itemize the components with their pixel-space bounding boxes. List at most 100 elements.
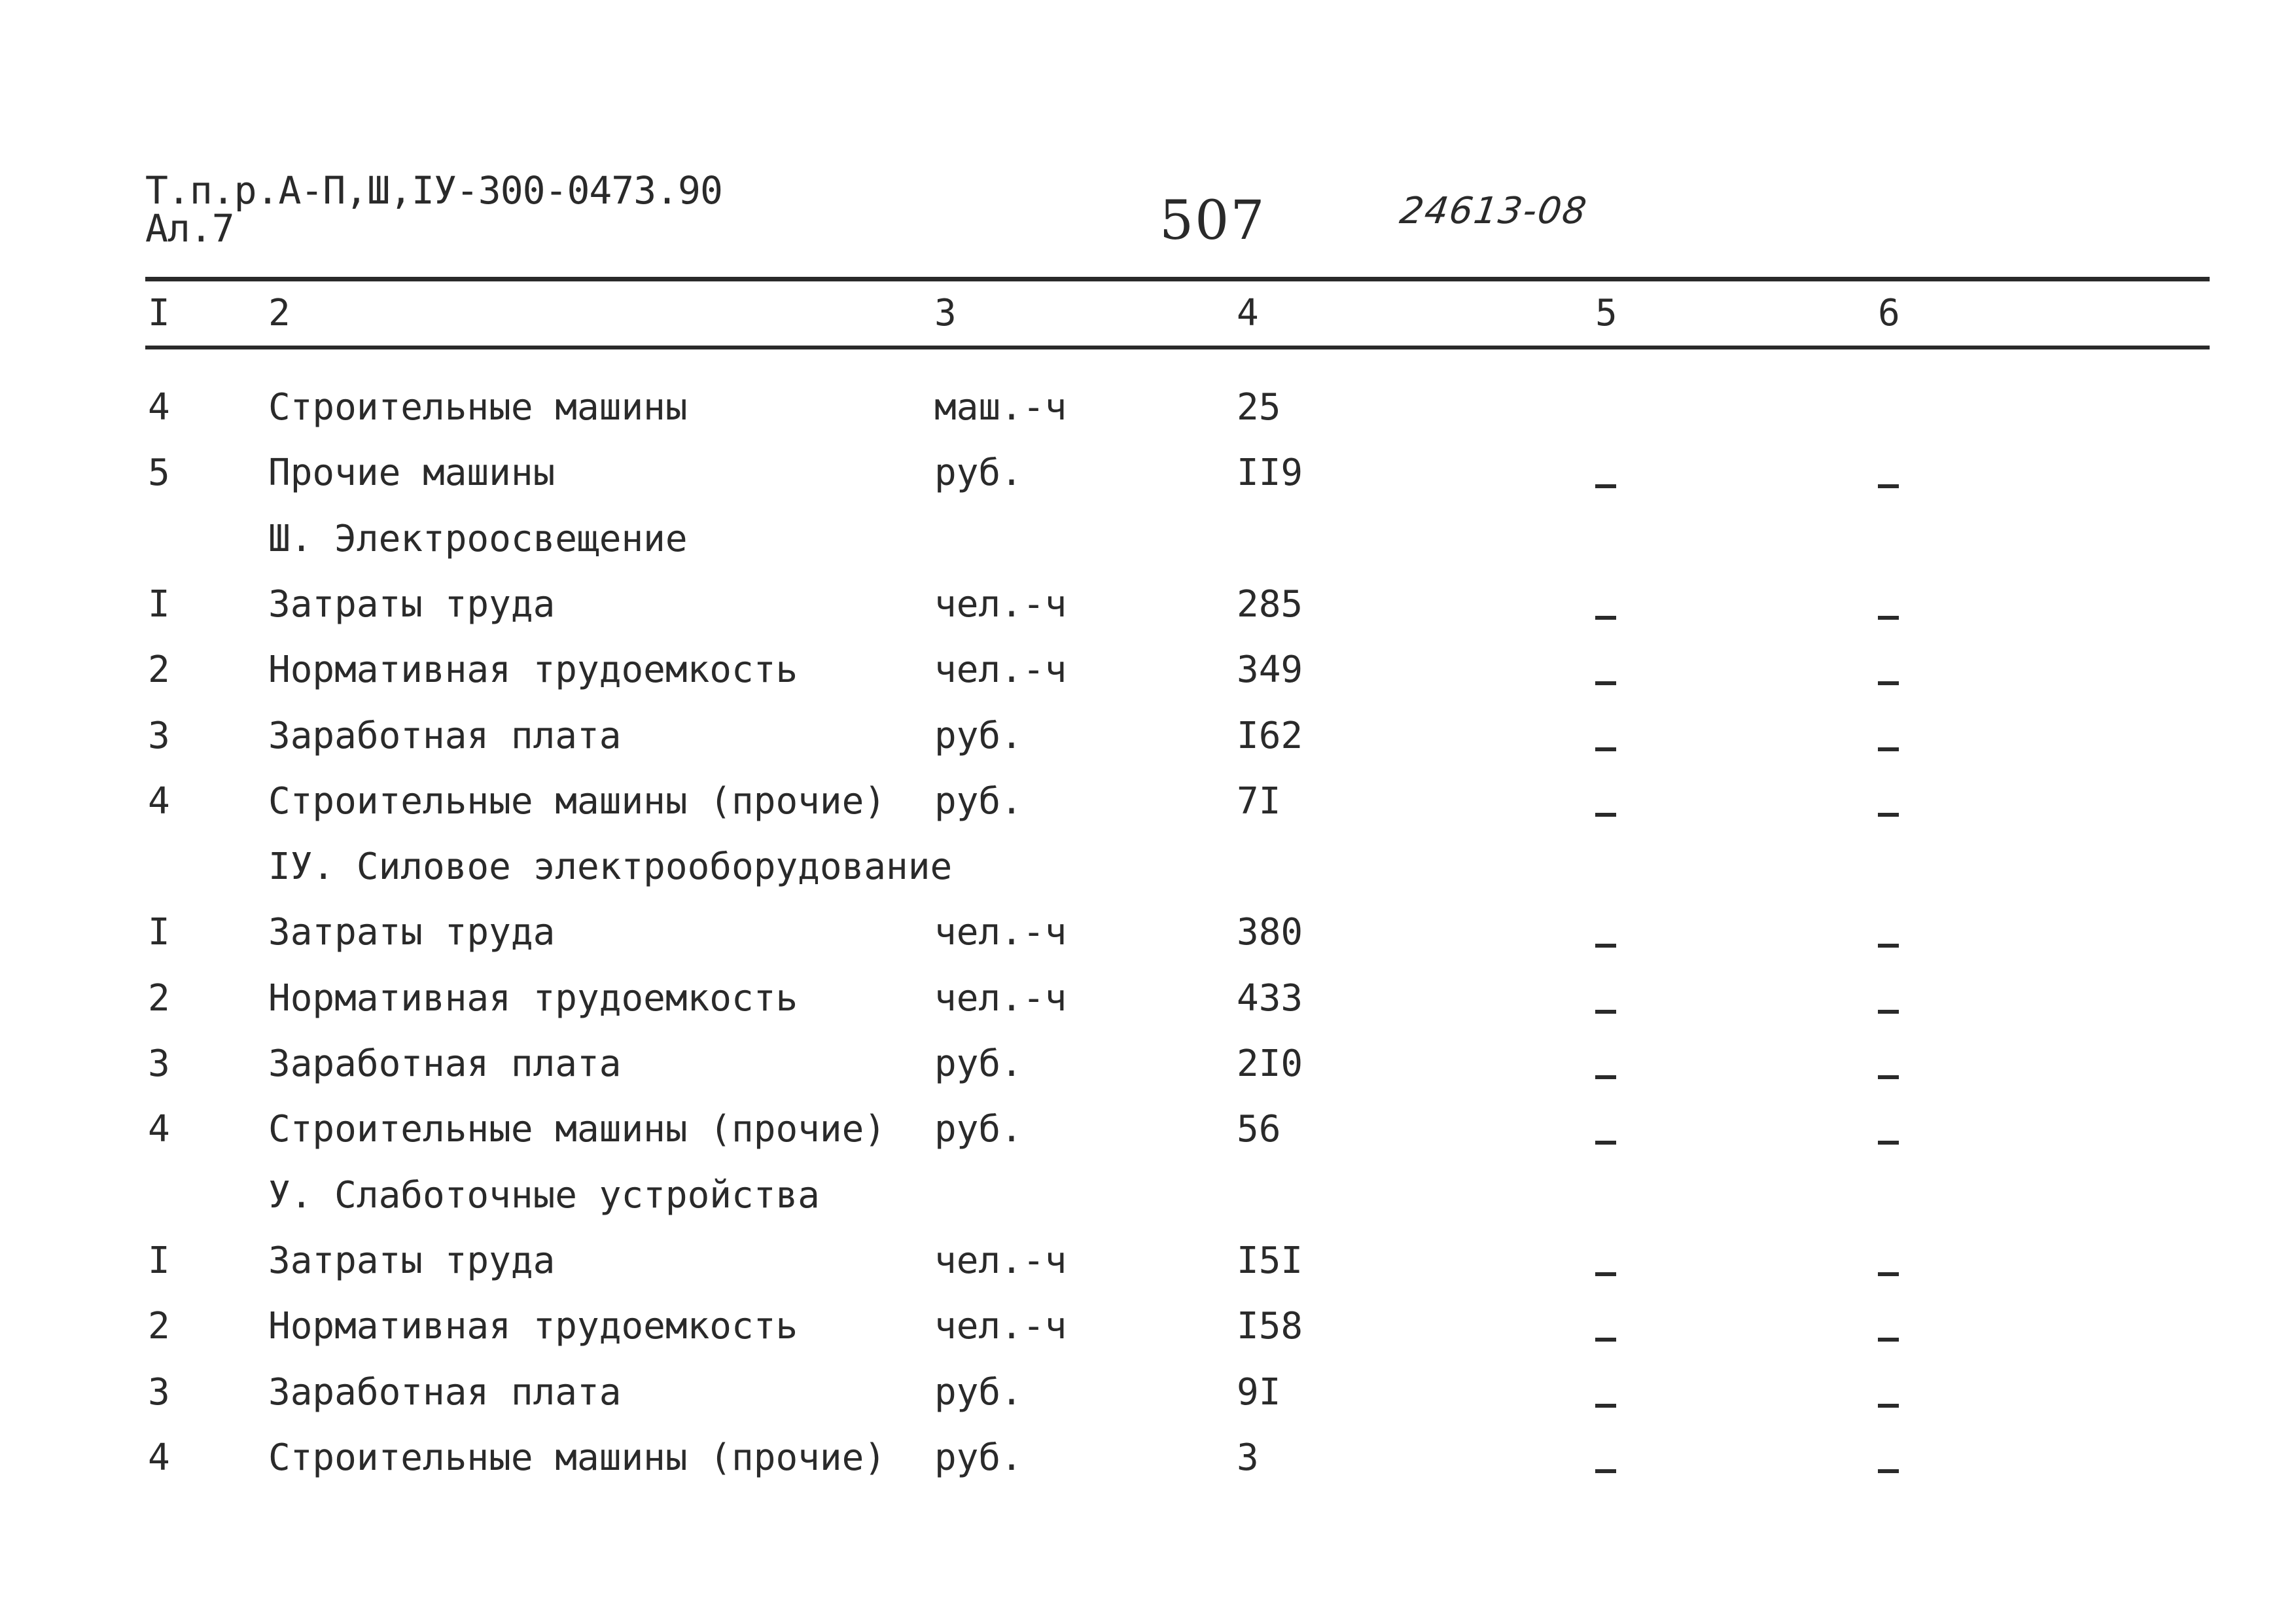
row-name: Затраты труда — [268, 911, 556, 954]
row-unit: чел.-ч — [934, 583, 1067, 626]
row-value: I62 — [1237, 715, 1303, 757]
row-value: I58 — [1237, 1305, 1303, 1347]
sheet-label: Ал.7 — [145, 206, 235, 251]
section-heading: Ш. Электроосвещение — [268, 518, 688, 560]
row-col6 — [1878, 715, 1899, 757]
table-row: I Затраты труда чел.-ч 285 — [0, 583, 2296, 642]
row-col6 — [1878, 1108, 1899, 1150]
row-value: 2I0 — [1237, 1043, 1303, 1085]
row-col6 — [1878, 1371, 1899, 1414]
row-col6 — [1878, 780, 1899, 823]
row-value: 56 — [1237, 1108, 1281, 1150]
dash-mark — [1595, 1403, 1616, 1408]
row-unit: чел.-ч — [934, 1240, 1067, 1282]
row-unit: руб. — [934, 1108, 1023, 1150]
dash-mark — [1595, 1337, 1616, 1342]
row-number: 5 — [148, 452, 170, 494]
row-name: Строительные машины (прочие) — [268, 1108, 887, 1150]
row-unit: руб. — [934, 452, 1023, 494]
column-header-6: 6 — [1878, 292, 1900, 334]
row-number: 3 — [148, 1043, 170, 1085]
row-name: Заработная плата — [268, 1043, 622, 1085]
table-row: 2 Нормативная трудоемкость чел.-ч 349 — [0, 649, 2296, 707]
column-header-1: I — [148, 292, 170, 334]
row-col5 — [1595, 452, 1616, 494]
table-row: 3 Заработная плата руб. I62 — [0, 715, 2296, 774]
row-col5 — [1595, 1240, 1616, 1282]
dash-mark — [1878, 1009, 1899, 1014]
dash-mark — [1878, 681, 1899, 685]
row-col5 — [1595, 780, 1616, 823]
dash-mark — [1878, 812, 1899, 817]
section-heading-row: IУ. Силовое электрооборудование — [0, 846, 2296, 904]
table-row: I Затраты труда чел.-ч I5I — [0, 1240, 2296, 1298]
row-name: Заработная плата — [268, 715, 622, 757]
row-number: I — [148, 583, 170, 626]
dash-mark — [1595, 812, 1616, 817]
row-number: 4 — [148, 1436, 170, 1479]
row-col5 — [1595, 715, 1616, 757]
row-col5 — [1595, 649, 1616, 691]
section-heading-row: У. Слаботочные устройства — [0, 1174, 2296, 1233]
row-value: 7I — [1237, 780, 1281, 823]
row-number: 2 — [148, 1305, 170, 1347]
row-number: I — [148, 1240, 170, 1282]
dash-mark — [1878, 1403, 1899, 1408]
document-code-line: Т.п.р.А-П,Ш,IУ-300-0473.90 — [145, 168, 723, 213]
row-col6 — [1878, 1305, 1899, 1347]
row-value: 433 — [1237, 977, 1303, 1020]
row-name: Нормативная трудоемкость — [268, 977, 798, 1020]
table-header-rule — [145, 346, 2210, 349]
row-name: Затраты труда — [268, 583, 556, 626]
row-value: II9 — [1237, 452, 1303, 494]
row-value: 285 — [1237, 583, 1303, 626]
row-number: 4 — [148, 1108, 170, 1150]
table-row: 3 Заработная плата руб. 9I — [0, 1371, 2296, 1430]
row-col6 — [1878, 1043, 1899, 1085]
document-reference: Т.п.р.А-П,Ш,IУ-300-0473.90 Ал.7 — [145, 168, 723, 251]
row-unit: руб. — [934, 1371, 1023, 1414]
table-top-rule — [145, 277, 2210, 281]
row-col6 — [1878, 649, 1899, 691]
row-name: Заработная плата — [268, 1371, 622, 1414]
row-col5 — [1595, 1436, 1616, 1479]
dash-mark — [1878, 1469, 1899, 1473]
table-row: 5 Прочие машины руб. II9 — [0, 452, 2296, 510]
row-col6 — [1878, 1436, 1899, 1479]
row-value: 9I — [1237, 1371, 1281, 1414]
column-header-4: 4 — [1237, 292, 1259, 334]
column-header-5: 5 — [1595, 292, 1617, 334]
row-unit: руб. — [934, 1043, 1023, 1085]
row-col5 — [1595, 977, 1616, 1020]
row-value: I5I — [1237, 1240, 1303, 1282]
row-unit: чел.-ч — [934, 1305, 1067, 1347]
row-col6 — [1878, 1240, 1899, 1282]
row-number: I — [148, 911, 170, 954]
row-col5 — [1595, 1305, 1616, 1347]
dash-mark — [1595, 681, 1616, 685]
dash-mark — [1878, 747, 1899, 751]
row-name: Затраты труда — [268, 1240, 556, 1282]
row-number: 4 — [148, 780, 170, 823]
row-number: 2 — [148, 977, 170, 1020]
section-heading: У. Слаботочные устройства — [268, 1174, 820, 1217]
dash-mark — [1595, 484, 1616, 488]
table-row: 4 Строительные машины маш.-ч 25 — [0, 386, 2296, 445]
row-col5 — [1595, 1371, 1616, 1414]
dash-mark — [1878, 1075, 1899, 1079]
row-col5 — [1595, 583, 1616, 626]
row-unit: руб. — [934, 1436, 1023, 1479]
table-row: 4 Строительные машины (прочие) руб. 56 — [0, 1108, 2296, 1167]
row-unit: маш.-ч — [934, 386, 1067, 429]
row-name: Строительные машины (прочие) — [268, 1436, 887, 1479]
table-row: 2 Нормативная трудоемкость чел.-ч 433 — [0, 977, 2296, 1036]
dash-mark — [1878, 1140, 1899, 1145]
dash-mark — [1878, 1272, 1899, 1276]
table-row: I Затраты труда чел.-ч 380 — [0, 911, 2296, 970]
row-name: Нормативная трудоемкость — [268, 649, 798, 691]
dash-mark — [1878, 1337, 1899, 1342]
row-number: 3 — [148, 715, 170, 757]
dash-mark — [1595, 1272, 1616, 1276]
row-unit: чел.-ч — [934, 977, 1067, 1020]
dash-mark — [1878, 615, 1899, 620]
